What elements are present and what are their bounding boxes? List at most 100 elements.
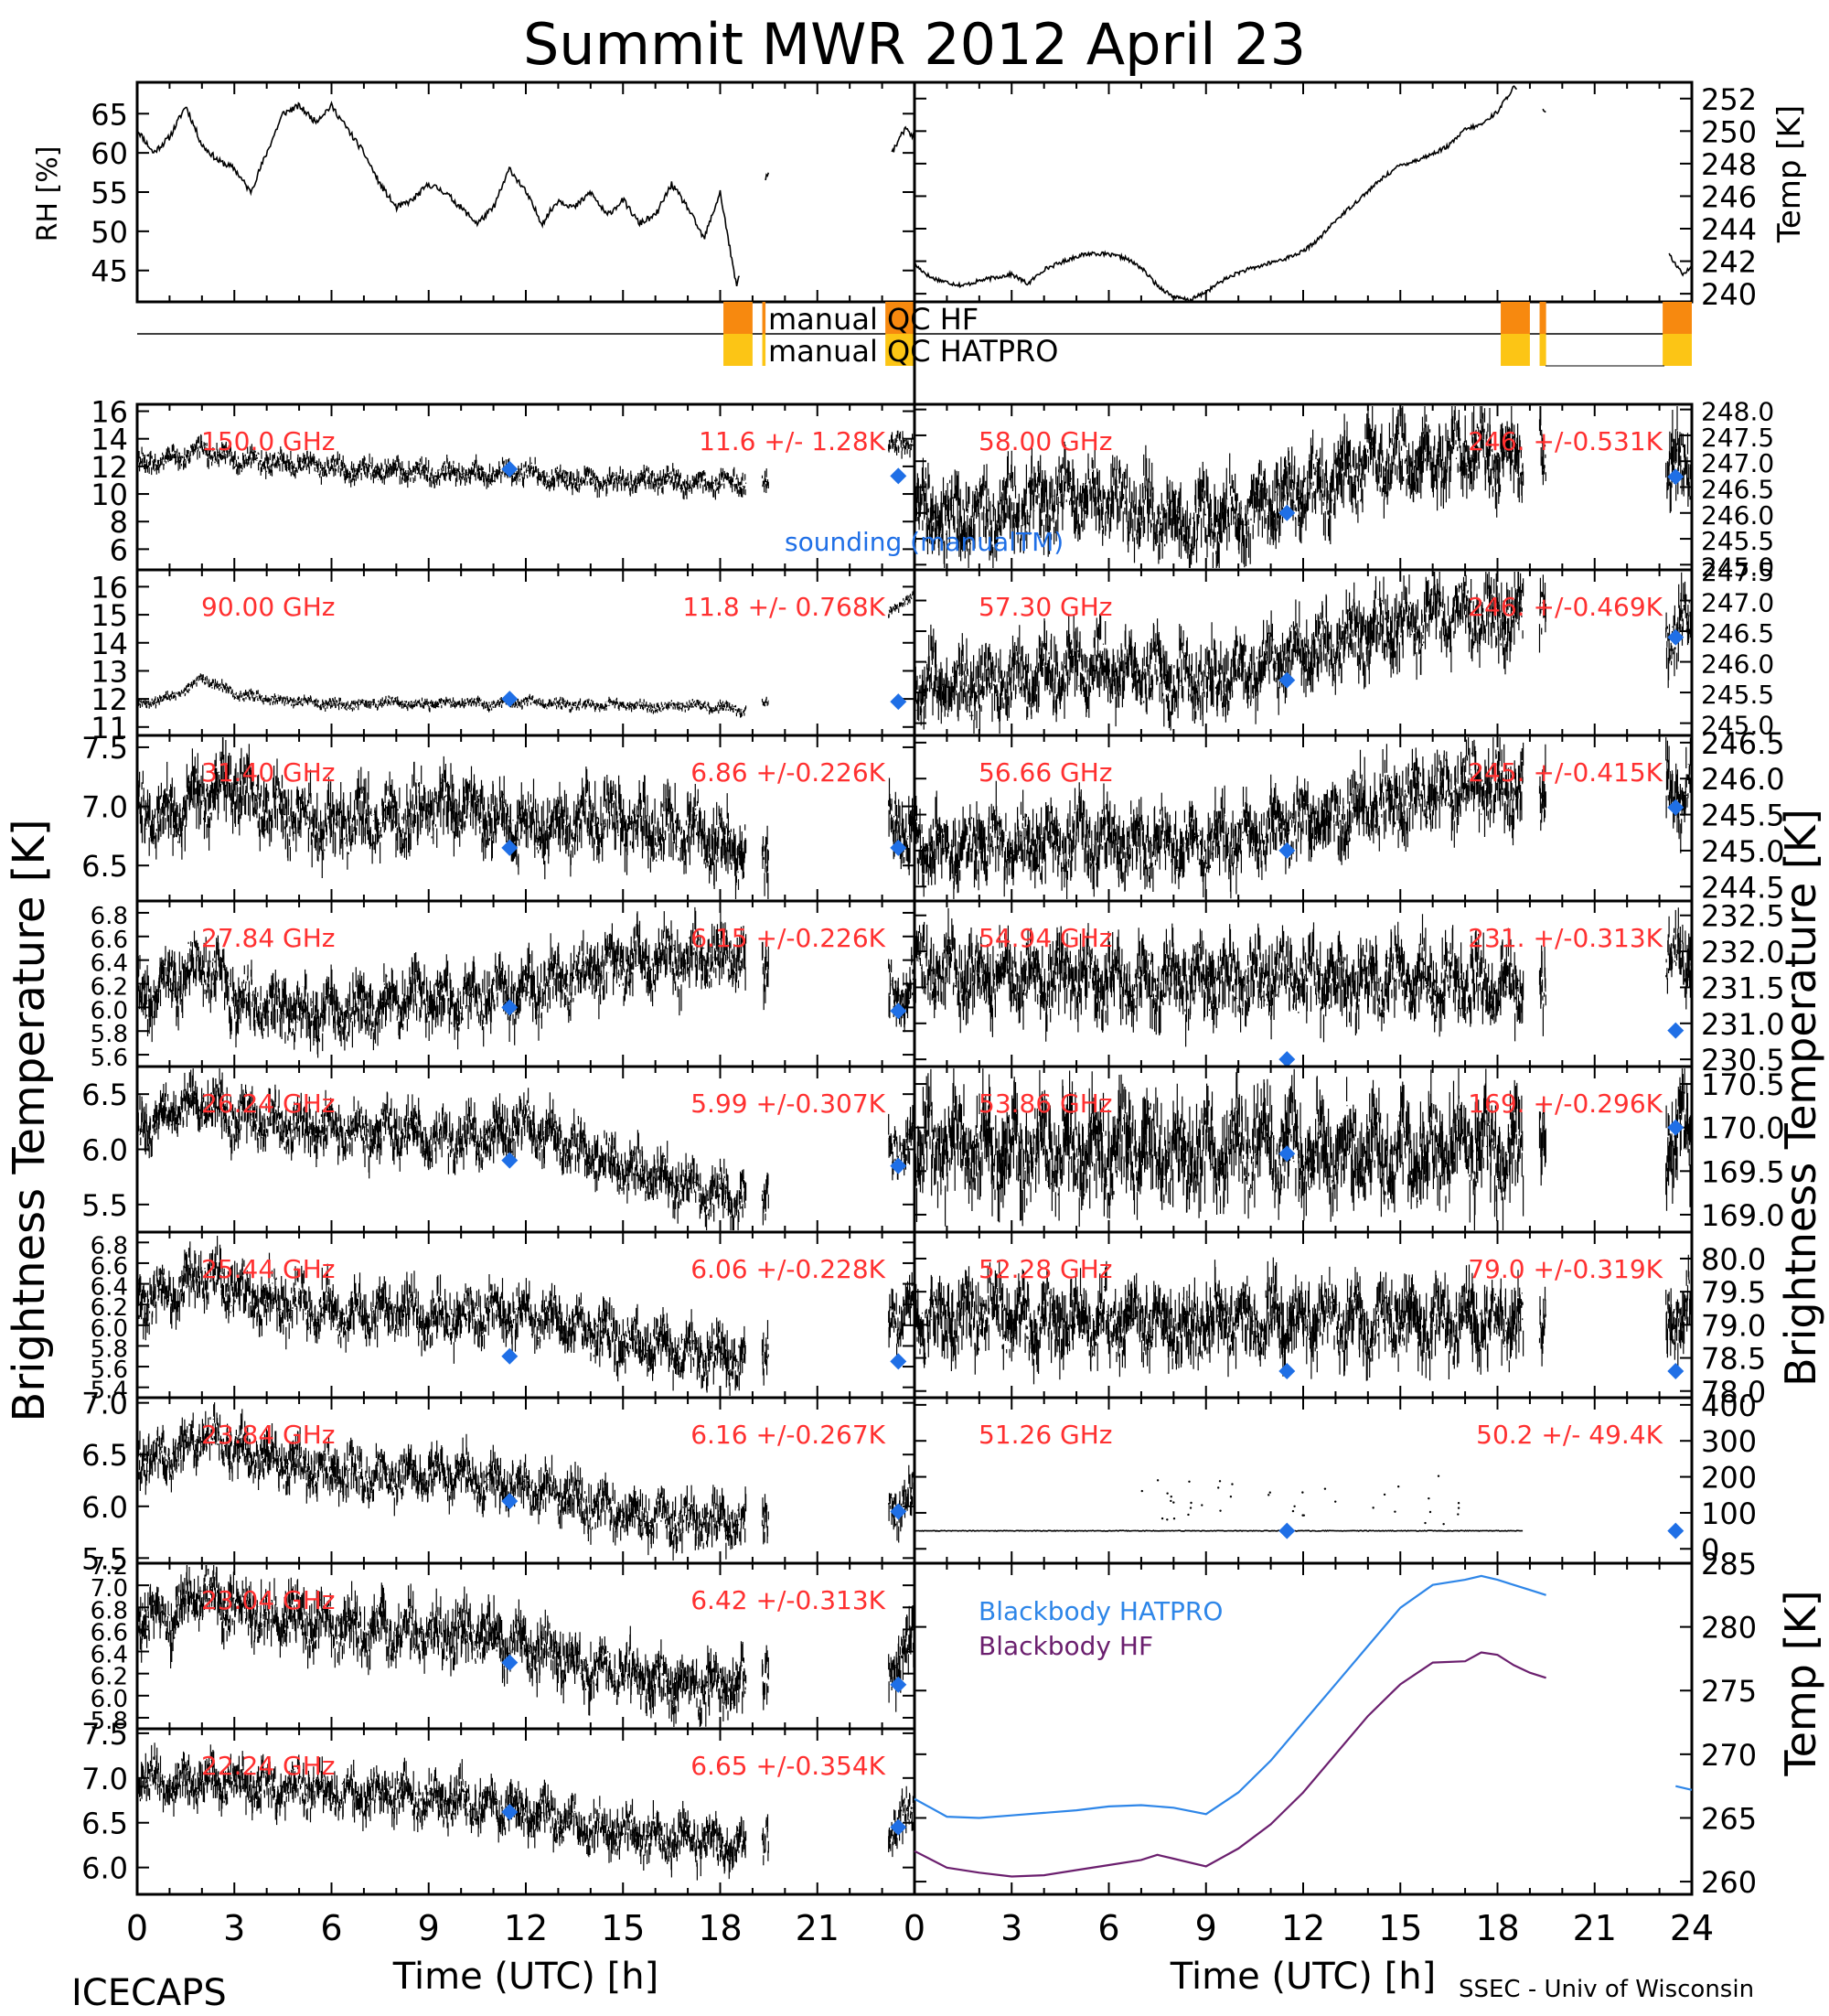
outlier-point xyxy=(1187,1513,1190,1517)
frequency-label: 51.26 GHz xyxy=(979,1420,1113,1450)
y-tick-label: 65 xyxy=(91,97,128,132)
y-tick-label: 247.5 xyxy=(1701,557,1774,587)
y-tick-label: 6.2 xyxy=(91,974,128,1002)
frequency-label: 27.84 GHz xyxy=(201,923,336,953)
y-tick-label: 245.5 xyxy=(1701,526,1774,556)
sounding-marker xyxy=(890,693,907,711)
sounding-marker xyxy=(890,1003,907,1020)
footer-right-label: SSEC - Univ of Wisconsin xyxy=(1459,1976,1754,2003)
footer-left-label: ICECAPS xyxy=(71,1972,227,2012)
y-tick-label: 245.5 xyxy=(1701,680,1774,710)
y-tick-label: 6.4 xyxy=(91,1274,128,1302)
y-tick-label: 246.5 xyxy=(1701,475,1774,505)
y-tick-label: 248.0 xyxy=(1701,397,1774,427)
sounding-marker xyxy=(1278,671,1296,689)
y-tick-label: 8 xyxy=(110,505,128,540)
outlier-point xyxy=(1291,1509,1295,1513)
y-tick-label: 270 xyxy=(1701,1738,1757,1773)
y-tick-label: 6 xyxy=(110,532,128,567)
sounding-marker xyxy=(1667,628,1685,646)
y-tick-label: 246 xyxy=(1701,179,1757,214)
qc-flag-bar xyxy=(1663,334,1692,366)
sounding-marker xyxy=(1278,1363,1296,1380)
frequency-label: 23.04 GHz xyxy=(201,1585,336,1615)
outlier-point xyxy=(1396,1485,1400,1488)
y-tick-label: 6.0 xyxy=(81,1490,128,1525)
outlier-point xyxy=(1457,1502,1460,1505)
sounding-marker xyxy=(1667,468,1685,486)
data-trace xyxy=(136,430,915,500)
stats-label: 11.8 +/- 0.768K xyxy=(682,592,885,622)
frequency-label: 52.28 GHz xyxy=(979,1254,1113,1284)
data-trace xyxy=(914,737,1693,899)
sounding-marker xyxy=(1667,1522,1685,1539)
qc-flag-bar xyxy=(885,334,914,366)
sounding-marker xyxy=(501,1152,519,1169)
data-trace xyxy=(914,907,1693,1047)
sounding-marker xyxy=(501,1347,519,1365)
x-tick-label: 3 xyxy=(223,1908,245,1948)
y-tick-label: 5.8 xyxy=(91,1335,128,1363)
outlier-point xyxy=(1457,1507,1460,1509)
y-tick-label: 7.5 xyxy=(81,731,128,766)
y-tick-label: 245.5 xyxy=(1701,799,1785,833)
x-tick-label: 21 xyxy=(796,1908,840,1948)
y-tick-label: 60 xyxy=(91,136,128,171)
x-tick-label: 18 xyxy=(1475,1908,1519,1948)
data-trace xyxy=(914,1254,1693,1385)
y-tick-label: 232.5 xyxy=(1701,899,1785,934)
y-tick-label: 0 xyxy=(1701,1532,1719,1567)
y-tick-label: 6.8 xyxy=(91,903,128,930)
rh-trace xyxy=(765,172,770,181)
data-trace xyxy=(136,906,915,1058)
y-tick-label: 6.0 xyxy=(81,1851,128,1886)
stats-label: 11.6 +/- 1.28K xyxy=(699,426,885,456)
y-tick-label: 280 xyxy=(1701,1611,1757,1646)
y-tick-label: 232.0 xyxy=(1701,935,1785,970)
sounding-marker xyxy=(890,467,907,485)
outlier-point xyxy=(1394,1510,1396,1513)
sounding-legend-label: sounding (manualTM) xyxy=(785,527,1064,557)
frequency-label: 57.30 GHz xyxy=(979,592,1113,622)
rh-axis-label: RH [%] xyxy=(32,146,64,242)
blackbody-hatpro-legend: Blackbody HATPRO xyxy=(979,1596,1223,1626)
x-tick-label: 18 xyxy=(698,1908,742,1948)
air-temp-trace xyxy=(1668,252,1693,277)
y-tick-label: 100 xyxy=(1701,1496,1757,1531)
stats-label: 246. +/-0.531K xyxy=(1468,426,1663,456)
y-tick-label: 246.5 xyxy=(1701,618,1774,649)
y-tick-label: 7.2 xyxy=(91,1553,128,1581)
chart-title: Summit MWR 2012 April 23 xyxy=(523,11,1306,78)
frequency-label: 31.40 GHz xyxy=(201,757,336,788)
outlier-point xyxy=(1229,1495,1233,1498)
sounding-marker xyxy=(1278,842,1296,859)
y-tick-label: 80.0 xyxy=(1701,1242,1766,1277)
y-tick-label: 285 xyxy=(1701,1547,1757,1582)
sounding-marker xyxy=(1278,1522,1296,1539)
outlier-point xyxy=(1172,1517,1176,1520)
tb-right-axis-label: Brightness Temperature [K] xyxy=(1776,809,1825,1387)
stats-label: 6.65 +/-0.354K xyxy=(690,1751,885,1781)
y-tick-label: 169.5 xyxy=(1701,1154,1785,1189)
y-tick-label: 247.0 xyxy=(1701,448,1774,478)
air-temp-panel-frame xyxy=(913,80,1694,304)
outlier-point xyxy=(1172,1501,1175,1504)
y-tick-label: 79.5 xyxy=(1701,1275,1766,1310)
qc-flag-bar xyxy=(723,302,753,334)
y-tick-label: 252 xyxy=(1701,82,1757,117)
y-tick-label: 5.4 xyxy=(91,1378,128,1405)
y-tick-label: 247.5 xyxy=(1701,423,1774,453)
y-tick-label: 11 xyxy=(91,711,128,745)
sounding-marker xyxy=(501,460,519,477)
y-tick-label: 275 xyxy=(1701,1674,1757,1709)
y-tick-label: 245.0 xyxy=(1701,711,1774,741)
outlier-point xyxy=(1442,1522,1445,1526)
outlier-point xyxy=(1268,1491,1271,1494)
y-tick-label: 13 xyxy=(91,654,128,689)
qc-flag-bar xyxy=(762,334,766,366)
sounding-marker xyxy=(501,1654,519,1671)
qc-flag-bar xyxy=(1501,302,1530,334)
y-tick-label: 246.0 xyxy=(1701,500,1774,531)
sounding-marker xyxy=(1667,1363,1685,1380)
